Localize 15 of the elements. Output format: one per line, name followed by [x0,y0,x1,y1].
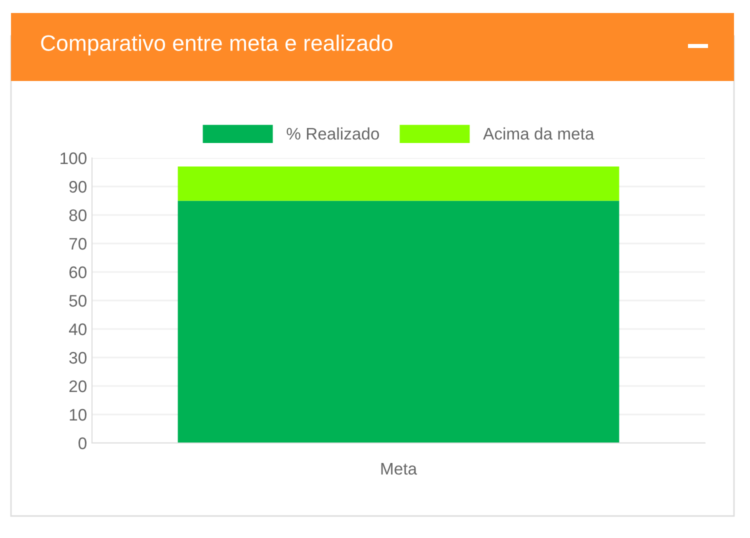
y-tick-label: 70 [69,238,86,250]
y-tick-label: 80 [69,209,86,222]
y-tick-label: 0 [78,437,86,450]
y-tick-label: 10 [70,408,86,421]
y-tick-label: 90 [69,180,86,193]
chart-title: Comparativo entre meta e realizado [41,34,392,56]
y-tick-label: 100 [60,152,86,164]
legend-label: Acima da meta [483,127,594,140]
y-tick-label: 40 [68,323,86,336]
y-tick-label: 20 [69,380,86,392]
y-tick-label: 60 [69,266,86,278]
y-tick-label: 50 [69,294,86,307]
y-tick-label: 30 [69,352,86,364]
legend-label: % Realizado [286,127,380,140]
x-tick-label: Meta [381,463,418,475]
